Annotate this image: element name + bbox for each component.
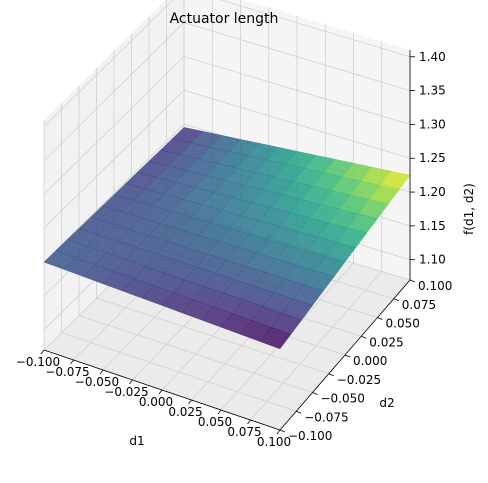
x-tick-label: 0.000 xyxy=(139,395,173,409)
x-tick-label: 0.100 xyxy=(257,435,291,449)
x-tick xyxy=(70,359,74,365)
y-tick xyxy=(312,392,318,395)
x-tick-label: −0.025 xyxy=(104,385,148,399)
z-tick-label: 1.25 xyxy=(419,151,446,165)
x-axis-label: d1 xyxy=(129,434,144,448)
y-tick-label: 0.100 xyxy=(418,279,452,293)
z-tick-label: 1.15 xyxy=(419,219,446,233)
y-tick xyxy=(409,279,416,283)
x-tick-label: −0.075 xyxy=(45,365,89,379)
x-tick-label: 0.025 xyxy=(168,405,202,419)
y-tick xyxy=(377,317,383,320)
y-axis-label: d2 xyxy=(379,396,394,410)
grid-line-y xyxy=(96,68,329,375)
z-tick-label: 1.20 xyxy=(419,185,446,199)
z-tick-label: 1.10 xyxy=(419,253,446,267)
x-tick xyxy=(129,379,133,385)
x-tick xyxy=(247,419,251,425)
ticks: −0.100−0.075−0.050−0.0250.0000.0250.0500… xyxy=(16,50,453,449)
grid-line-z xyxy=(43,0,411,128)
y-tick-label: −0.100 xyxy=(288,429,332,443)
grid-line-y xyxy=(78,85,313,393)
grid-line-z xyxy=(43,22,411,161)
y-tick xyxy=(344,354,351,358)
x-tick xyxy=(40,349,45,355)
y-tick xyxy=(296,410,302,414)
y-tick xyxy=(279,429,286,433)
grid-line-z xyxy=(43,55,411,195)
x-tick xyxy=(99,369,104,375)
y-tick-label: 0.000 xyxy=(353,354,387,368)
x-tick xyxy=(276,429,281,435)
y-tick-label: −0.075 xyxy=(304,410,348,424)
y-tick-label: 0.025 xyxy=(369,335,403,349)
grid-line-z xyxy=(43,89,411,229)
x-tick xyxy=(158,389,163,395)
surface xyxy=(43,127,411,350)
y-tick xyxy=(393,298,399,302)
y-tick-label: 0.050 xyxy=(386,317,420,331)
y-tick-label: −0.025 xyxy=(337,373,381,387)
surface-cell xyxy=(259,327,292,350)
x-tick-label: 0.050 xyxy=(198,415,232,429)
chart-title: Actuator length xyxy=(170,11,279,27)
z-axis-label: f(d1, d2) xyxy=(462,183,476,235)
x-tick-label: −0.100 xyxy=(16,355,60,369)
x-tick-label: −0.050 xyxy=(75,375,119,389)
y-tick xyxy=(361,335,367,339)
x-tick-label: 0.075 xyxy=(227,425,261,439)
y-tick-label: −0.050 xyxy=(321,392,365,406)
grid-line-y xyxy=(61,102,297,412)
y-tick xyxy=(328,373,334,377)
y-tick-label: 0.075 xyxy=(402,298,436,312)
x-tick xyxy=(217,409,222,415)
x-tick xyxy=(188,399,192,405)
z-tick-label: 1.30 xyxy=(419,117,446,131)
z-tick-label: 1.40 xyxy=(419,50,446,64)
z-tick-label: 1.35 xyxy=(419,84,446,98)
